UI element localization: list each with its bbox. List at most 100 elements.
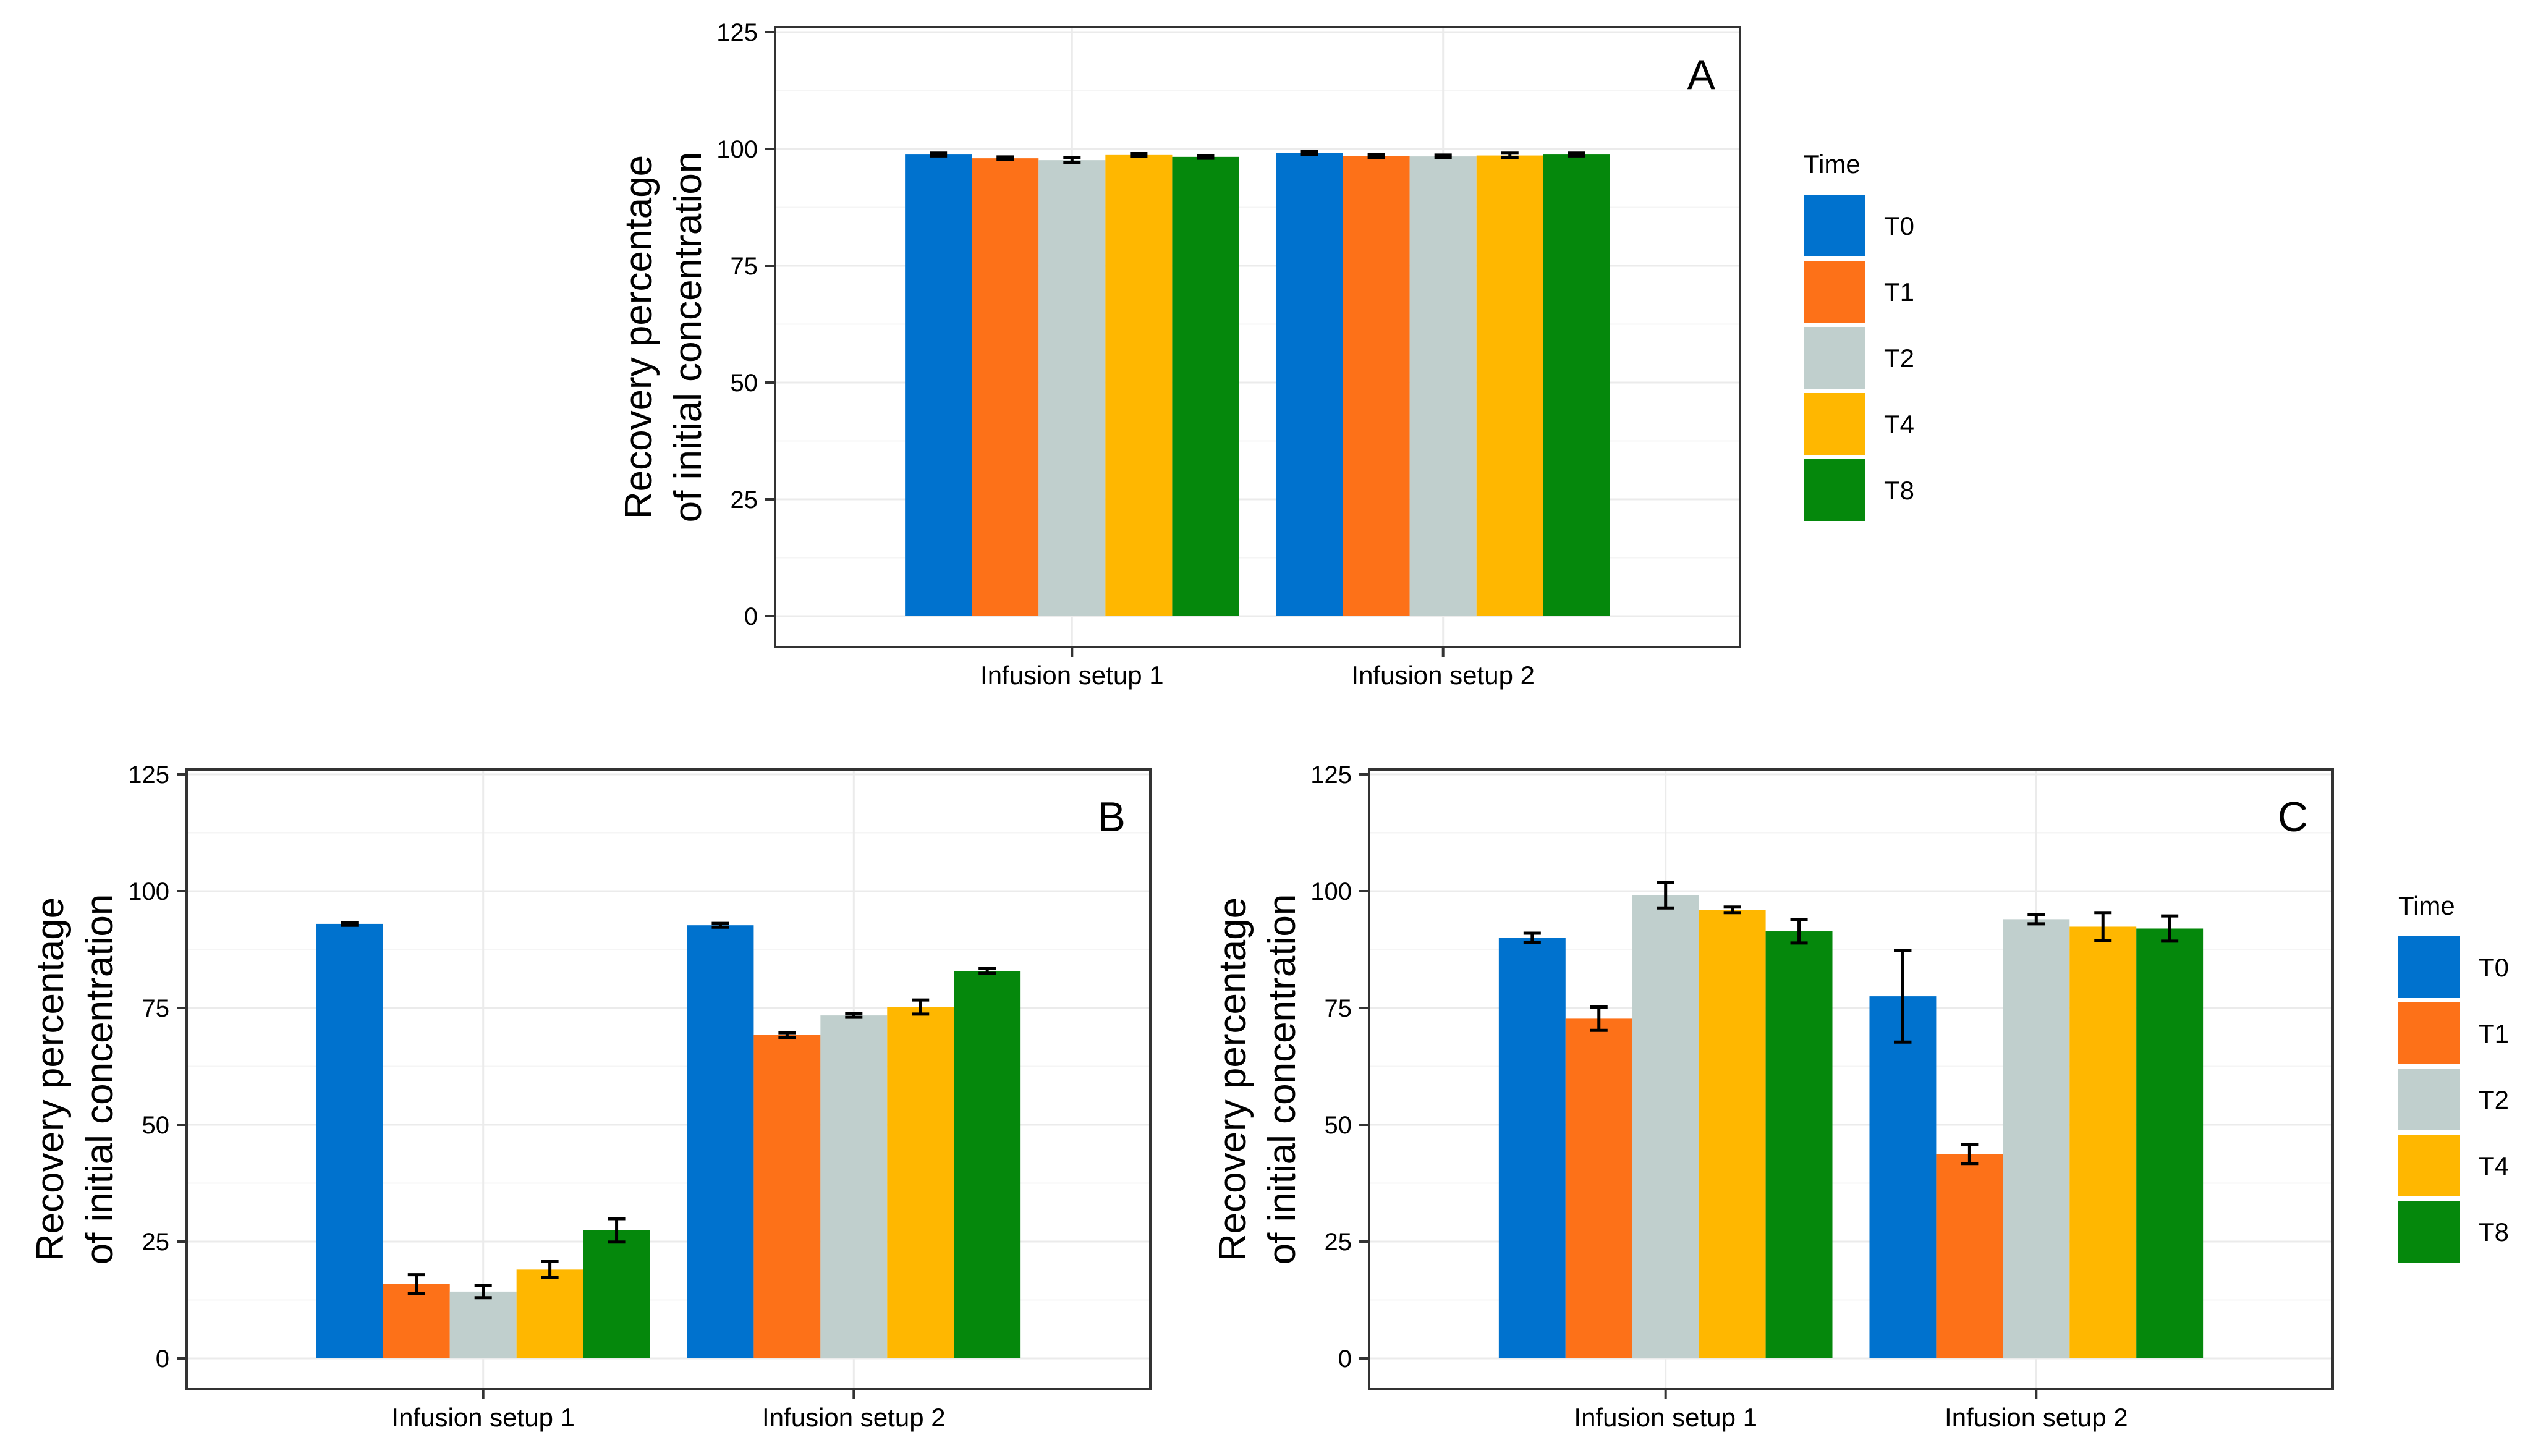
- legend-swatch: [1804, 393, 1865, 455]
- bar-t1-setup-2: [753, 1035, 821, 1358]
- legend-swatch: [2398, 1135, 2460, 1196]
- bar-t0-setup-2: [687, 925, 754, 1358]
- x-category-label: Infusion setup 1: [1574, 1403, 1757, 1432]
- legend-swatch: [2398, 1069, 2460, 1130]
- x-category-label: Infusion setup 1: [980, 661, 1164, 690]
- error-bar-t8-setup-2: [1568, 151, 1585, 158]
- bar-t8-setup-1: [1765, 931, 1833, 1358]
- y-tick-label: 25: [731, 486, 758, 514]
- legend-label: T8: [2479, 1217, 2509, 1246]
- legend-item-t0: T0: [2398, 936, 2509, 998]
- y-axis-title-line-2: of initial concentration: [1261, 894, 1304, 1265]
- bar-t2-setup-1: [1038, 160, 1106, 616]
- legend-swatch: [1804, 195, 1865, 256]
- bar-t2-setup-2: [1409, 156, 1477, 616]
- y-tick-label: 125: [716, 19, 758, 46]
- error-bar-t0-setup-1: [341, 921, 359, 927]
- y-axis-title-line-1: Recovery percentage: [617, 155, 660, 519]
- error-bar-t8-setup-1: [608, 1217, 626, 1244]
- bar-t8-setup-1: [583, 1230, 650, 1358]
- legend: Time T0 T1 T2 T4 T8: [2398, 891, 2509, 1263]
- error-bar-t0-setup-2: [711, 921, 729, 929]
- legend-item-t8: T8: [1804, 459, 1914, 521]
- legend-item-t2: T2: [1804, 327, 1914, 389]
- chart-panel-b: 0 25 50 75 100 125 Infusion setup 1 Infusion se…: [29, 761, 1152, 1432]
- bar-t2-setup-1: [449, 1291, 517, 1358]
- legend-label: T4: [1884, 410, 1914, 439]
- legend-swatch: [1804, 459, 1865, 521]
- bar-t4-setup-1: [516, 1269, 583, 1358]
- bar-t4-setup-1: [1105, 154, 1173, 616]
- chart-panel-a: 0 25 50 75 100 125 Infusion setup 1 Infusion se…: [617, 19, 1914, 690]
- plot-border: [185, 768, 1152, 1390]
- error-bar-t0-setup-1: [930, 151, 948, 158]
- legend-label: T8: [1884, 476, 1914, 505]
- error-bar-t0-setup-2: [1894, 949, 1912, 1044]
- legend-swatch: [1804, 327, 1865, 389]
- panel-label: A: [1687, 51, 1716, 98]
- panel-label: C: [2278, 794, 2308, 840]
- legend-item-t4: T4: [2398, 1135, 2509, 1196]
- error-bar-t2-setup-2: [2027, 913, 2045, 926]
- error-bar-t1-setup-1: [1590, 1005, 1608, 1032]
- x-category-label: Infusion setup 2: [762, 1403, 946, 1432]
- y-tick-label: 75: [142, 995, 170, 1022]
- error-bar-t1-setup-1: [996, 155, 1014, 161]
- y-axis-title-line-2: of initial concentration: [667, 152, 710, 523]
- y-tick-label: 75: [1325, 995, 1352, 1022]
- error-bar-t8-setup-2: [978, 967, 996, 975]
- bar-t0-setup-2: [1276, 153, 1343, 616]
- legend-item-t4: T4: [1804, 393, 1914, 455]
- y-axis-title-line-1: Recovery percentage: [1211, 897, 1254, 1261]
- plot-border: [774, 26, 1741, 648]
- error-bar-t4-setup-2: [912, 998, 930, 1016]
- bar-t1-setup-2: [1343, 156, 1410, 617]
- error-bar-t1-setup-2: [1961, 1143, 1979, 1166]
- y-axis-title-line-2: of initial concentration: [78, 894, 121, 1265]
- legend-label: T0: [1884, 211, 1914, 240]
- x-category-label: Infusion setup 1: [391, 1403, 575, 1432]
- y-tick-label: 25: [1325, 1229, 1352, 1256]
- error-bar-t4-setup-1: [1130, 152, 1148, 158]
- legend-label: T0: [2479, 953, 2509, 982]
- x-category-label: Infusion setup 2: [1351, 661, 1535, 690]
- y-axis-title-line-1: Recovery percentage: [29, 897, 72, 1261]
- bar-t4-setup-1: [1699, 910, 1766, 1358]
- legend-label: T4: [2479, 1151, 2509, 1180]
- y-tick-label: 50: [1325, 1112, 1352, 1139]
- y-tick-label: 125: [128, 761, 169, 789]
- error-bar-t2-setup-2: [845, 1012, 863, 1019]
- error-bar-t8-setup-1: [1790, 918, 1808, 945]
- legend: Time T0 T1 T2 T4 T8: [1804, 150, 1914, 521]
- legend-label: T1: [1884, 277, 1914, 307]
- legend-swatch: [2398, 936, 2460, 998]
- bar-t1-setup-1: [383, 1284, 450, 1358]
- bar-t1-setup-1: [1565, 1018, 1632, 1358]
- legend-item-t1: T1: [2398, 1002, 2509, 1064]
- error-bar-t1-setup-1: [407, 1273, 425, 1295]
- y-tick-label: 100: [716, 136, 758, 163]
- legend-item-t8: T8: [2398, 1201, 2509, 1263]
- bar-t2-setup-2: [820, 1015, 888, 1358]
- error-bar-t0-setup-2: [1300, 150, 1318, 156]
- bar-t2-setup-1: [1632, 895, 1699, 1358]
- error-bar-t8-setup-1: [1197, 154, 1215, 160]
- legend-swatch: [2398, 1002, 2460, 1064]
- bar-t8-setup-2: [1543, 154, 1610, 616]
- bar-t0-setup-1: [905, 154, 972, 616]
- legend-label: T2: [1884, 344, 1914, 373]
- y-tick-label: 0: [1338, 1345, 1352, 1373]
- chart-panel-c: 0 25 50 75 100 125 Infusion setup 1 Infusion se…: [1211, 761, 2509, 1432]
- legend-item-t0: T0: [1804, 195, 1914, 256]
- error-bar-t8-setup-2: [2161, 914, 2179, 943]
- bar-t8-setup-1: [1172, 156, 1239, 617]
- y-tick-label: 125: [1310, 761, 1352, 789]
- legend-label: T2: [2479, 1085, 2509, 1114]
- error-bar-t2-setup-1: [1063, 156, 1081, 164]
- error-bar-t2-setup-1: [1657, 881, 1674, 910]
- error-bar-t4-setup-1: [1723, 905, 1741, 915]
- bar-t8-setup-2: [2136, 928, 2204, 1358]
- legend-swatch: [1804, 261, 1865, 323]
- x-category-label: Infusion setup 2: [1945, 1403, 2128, 1432]
